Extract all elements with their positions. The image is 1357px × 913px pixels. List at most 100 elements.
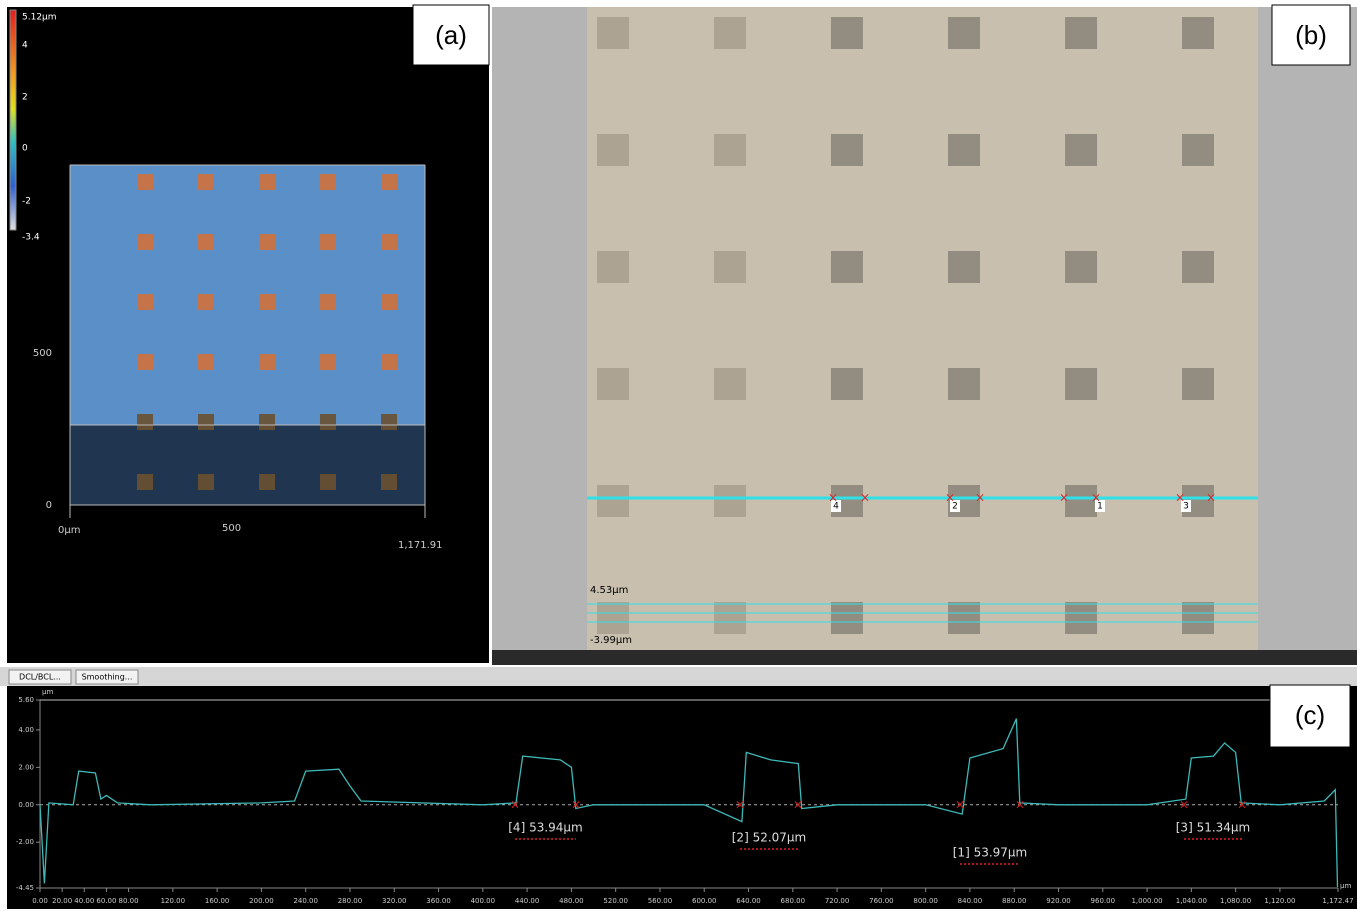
pillar (137, 414, 153, 430)
cursor-x: × (1059, 491, 1069, 505)
pillar (320, 294, 336, 310)
pillar (1182, 17, 1214, 49)
cursor-x: × (1206, 491, 1216, 505)
x-tick-label: 760.00 (869, 897, 894, 905)
x-tick-label: 20.00 (52, 897, 72, 905)
pillar (948, 17, 980, 49)
y-tick-label: 4.00 (18, 726, 34, 734)
cursor-x: × (975, 491, 985, 505)
measurement-label: [1] 53.97µm (953, 846, 1028, 860)
x-tick-label: 600.00 (692, 897, 717, 905)
pillar (597, 368, 629, 400)
y-label: 500 (33, 348, 52, 359)
pillar (259, 414, 275, 430)
x-tick-label: 360.00 (426, 897, 451, 905)
panel-label: (c) (1295, 700, 1325, 730)
cursor-x: × (510, 797, 520, 811)
y-unit: µm (42, 688, 53, 696)
x-tick-label: 200.00 (249, 897, 274, 905)
colorbar (10, 10, 16, 230)
x-tick-label: 680.00 (781, 897, 806, 905)
pillar (714, 368, 746, 400)
x-tick-label: 640.00 (736, 897, 761, 905)
pillar (320, 414, 336, 430)
x-tick-label: 480.00 (559, 897, 584, 905)
x-tick-label: 0.00 (32, 897, 48, 905)
pillar (381, 234, 397, 250)
pillar (381, 474, 397, 490)
pillar (137, 474, 153, 490)
pillar (198, 414, 214, 430)
measurement-label: [3] 51.34µm (1176, 821, 1251, 835)
pillar (714, 134, 746, 166)
x-tick-label: 400.00 (471, 897, 496, 905)
pillar (831, 251, 863, 283)
pillar (259, 234, 275, 250)
pillar (831, 17, 863, 49)
screenshot: 5.12µm420-2-3.450000µm5001,171.91 (a) 42… (0, 0, 1357, 909)
pillar (948, 602, 980, 634)
y-tick-label: -4.45 (16, 884, 34, 892)
pillar (948, 134, 980, 166)
x-tick-label: 720.00 (825, 897, 850, 905)
cursor-x: × (1015, 797, 1025, 811)
x-tick-label: 800.00 (913, 897, 938, 905)
pillar (381, 354, 397, 370)
cursor-x: × (860, 491, 870, 505)
pillar (137, 294, 153, 310)
toolbar-button-label[interactable]: Smoothing... (82, 673, 133, 682)
pillar (948, 251, 980, 283)
pillar (597, 485, 629, 517)
panel-label: (a) (435, 20, 467, 50)
toolbar-button-label[interactable]: DCL/BCL... (19, 673, 61, 682)
cursor-x: × (1091, 491, 1101, 505)
x-tick-label: 1,120.00 (1264, 897, 1295, 905)
colorbar-label: 4 (22, 41, 28, 51)
pillar (1182, 251, 1214, 283)
x-tick-label: 1,040.00 (1176, 897, 1207, 905)
pillar (831, 368, 863, 400)
pillar (1182, 368, 1214, 400)
cursor-x: × (1179, 797, 1189, 811)
cursor-x: × (793, 797, 803, 811)
measurement-label: [2] 52.07µm (732, 831, 807, 845)
pillar (1065, 251, 1097, 283)
pillar (1065, 134, 1097, 166)
colorbar-label: -3.4 (22, 233, 40, 243)
range-label: 4.53µm (590, 585, 628, 596)
x-tick-label: 920.00 (1046, 897, 1071, 905)
pillar (198, 474, 214, 490)
x-tick-label: 560.00 (648, 897, 673, 905)
x-tick-label: 960.00 (1091, 897, 1116, 905)
pillar (1182, 602, 1214, 634)
x-unit: µm (1340, 882, 1351, 890)
y-tick-label: 2.00 (18, 763, 34, 771)
measurement-label: [4] 53.94µm (508, 821, 583, 835)
pillar (714, 485, 746, 517)
x-tick-label: 520.00 (603, 897, 628, 905)
pillar (381, 414, 397, 430)
x-tick-label: 60.00 (96, 897, 116, 905)
pillar (714, 251, 746, 283)
pillar (198, 294, 214, 310)
x-tick-label: 880.00 (1002, 897, 1027, 905)
pillar (1182, 134, 1214, 166)
pillar (1065, 17, 1097, 49)
pillar (597, 251, 629, 283)
cursor-x: × (571, 797, 581, 811)
pillar (259, 174, 275, 190)
cursor-x: × (955, 797, 965, 811)
pillar (137, 174, 153, 190)
colorbar-label: 2 (22, 93, 28, 103)
x-tick-label: 1,080.00 (1220, 897, 1251, 905)
colorbar-label: 5.12µm (22, 13, 57, 23)
y-label: 0 (46, 500, 52, 511)
colorbar-label: -2 (22, 197, 31, 207)
y-tick-label: 0.00 (18, 801, 34, 809)
y-tick-label: 5.60 (18, 696, 34, 704)
pillar (320, 474, 336, 490)
pillar (259, 294, 275, 310)
cursor-x: × (1237, 797, 1247, 811)
cursor-x: × (1175, 491, 1185, 505)
micrograph (587, 7, 1258, 650)
